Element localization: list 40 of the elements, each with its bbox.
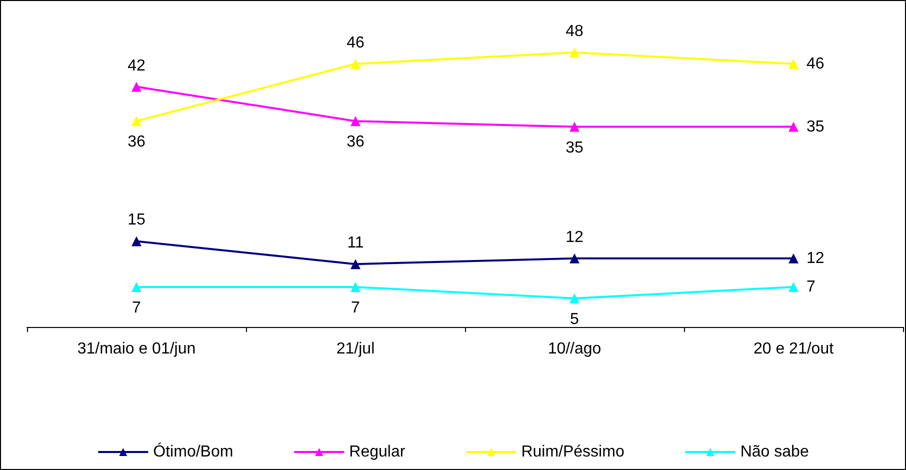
legend-label: Ótimo/Bom	[153, 442, 234, 460]
data-label: 36	[128, 134, 146, 151]
legend-label: Não sabe	[740, 444, 809, 460]
point	[570, 47, 580, 58]
data-label: 46	[806, 55, 824, 72]
point	[132, 82, 142, 92]
point	[788, 122, 798, 132]
point	[788, 58, 798, 69]
data-label: 36	[346, 134, 364, 151]
x-tick-label: 20 e 21/out	[753, 340, 834, 358]
data-label: 5	[570, 310, 580, 328]
data-label: 7	[351, 299, 360, 316]
point	[132, 116, 142, 126]
data-label: 12	[806, 250, 824, 267]
data-label: 35	[566, 139, 584, 156]
data-label: 35	[806, 118, 824, 136]
x-tick-label: 10//ago	[548, 340, 602, 358]
data-label: 7	[132, 299, 142, 316]
data-label: 48	[566, 22, 584, 40]
point	[788, 253, 798, 264]
point	[350, 259, 360, 270]
data-label: 12	[566, 228, 584, 246]
x-tick-label: 21/jul	[336, 340, 375, 358]
data-label: 42	[128, 57, 146, 74]
legend-label: Ruim/Péssimo	[521, 444, 624, 460]
point	[570, 253, 580, 264]
point	[350, 116, 360, 126]
point	[350, 282, 360, 292]
point	[570, 293, 580, 304]
data-label: 11	[347, 234, 364, 252]
point	[570, 122, 580, 132]
point	[788, 282, 798, 292]
x-tick-label: 31/maio e 01/jun	[77, 340, 196, 358]
data-label: 46	[346, 34, 364, 52]
legend-label: Regular	[349, 444, 406, 460]
point	[132, 282, 142, 292]
point	[350, 58, 360, 69]
point	[132, 236, 142, 246]
data-label: 15	[128, 212, 146, 229]
data-label: 7	[806, 278, 816, 296]
